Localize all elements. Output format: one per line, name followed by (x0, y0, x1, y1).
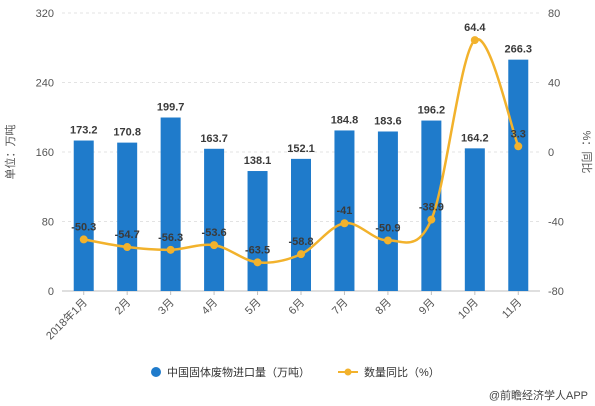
bar-data-label: 199.7 (157, 102, 185, 114)
y-tick-label: 0 (48, 286, 54, 298)
bar (160, 117, 181, 292)
y-tick-label: 80 (42, 217, 54, 229)
line-point (427, 215, 436, 224)
bar-series (73, 59, 529, 292)
y2-tick-label: 40 (548, 78, 560, 90)
line-data-labels: -50.3 -54.7 -56.3 -53.6 -63.5 -58.8 -41 -50.9 -3… (71, 22, 526, 256)
x-tick-label: 4月 (200, 297, 221, 318)
bar-data-label: 152.1 (287, 143, 315, 155)
line-data-label: -58.8 (288, 236, 313, 248)
x-tick-label: 3月 (156, 297, 177, 318)
bar-data-label: 163.7 (200, 133, 228, 145)
line-data-label: -50.3 (71, 221, 96, 233)
source-credit: @前瞻经济学人APP (489, 388, 588, 402)
legend-line-dot (344, 368, 352, 376)
y-tick-label: 320 (36, 8, 54, 20)
x-tick-label: 11月 (500, 297, 524, 321)
bar (464, 148, 485, 291)
y2-tick-label: 0 (548, 147, 554, 159)
bar-data-labels: 173.2 170.8 199.7 163.7 138.1 152.1 184.8 183.6… (70, 44, 532, 167)
bar (377, 131, 398, 291)
y2-tick-label: -40 (548, 217, 564, 229)
x-axis-ticks: 2018年1月 2月 3月 4月 5月 6月 7月 8月 9月 10月 11月 (43, 291, 524, 342)
bar (508, 59, 529, 292)
legend-bar-marker (151, 367, 161, 377)
x-tick-label: 8月 (373, 297, 394, 318)
line-point (210, 241, 219, 250)
bar-data-label: 170.8 (113, 127, 141, 139)
bar (334, 130, 355, 291)
x-tick-label: 5月 (243, 297, 264, 318)
legend: 中国固体废物进口量（万吨） 数量同比（%） (151, 365, 440, 379)
line-data-label: 3.3 (511, 128, 526, 140)
bar-data-label: 183.6 (374, 115, 402, 127)
bar (291, 158, 311, 291)
line-data-label: -53.6 (202, 227, 227, 239)
bar-data-label: 173.2 (70, 125, 98, 137)
x-tick-label: 2月 (113, 297, 134, 318)
line-data-label: -38.9 (419, 202, 444, 214)
y-axis-label: 单位：万吨 (3, 125, 17, 180)
bar-data-label: 266.3 (505, 44, 533, 56)
bar (73, 140, 94, 291)
line-point (166, 245, 175, 254)
line-series (79, 36, 523, 267)
bar-data-label: 164.2 (461, 132, 489, 144)
bar-data-label: 138.1 (244, 155, 272, 167)
line-data-label: -41 (337, 205, 353, 217)
y-axis-ticks: 0 80 160 240 320 (36, 8, 54, 298)
line-data-label: -54.7 (115, 229, 140, 241)
line-point (253, 258, 262, 267)
line-point (514, 142, 523, 151)
bar (204, 148, 225, 291)
line-point (79, 235, 88, 244)
line-point (470, 36, 479, 45)
line-point (383, 236, 392, 245)
bar (421, 120, 442, 292)
line-data-label: -50.9 (375, 222, 400, 234)
y-tick-label: 240 (36, 78, 54, 90)
x-tick-label: 10月 (456, 297, 481, 322)
y2-tick-label: -80 (548, 286, 564, 298)
line-point (340, 219, 349, 228)
y-tick-label: 160 (36, 147, 54, 159)
y2-axis-ticks: -80 -40 0 40 80 (548, 8, 564, 298)
line-point (123, 243, 132, 252)
bar-data-label: 196.2 (418, 105, 446, 117)
x-tick-label: 2018年1月 (43, 295, 90, 342)
line-data-label: 64.4 (464, 22, 486, 34)
y2-tick-label: 80 (548, 8, 560, 20)
legend-bar-label: 中国固体废物进口量（万吨） (167, 365, 310, 379)
legend-line-label: 数量同比（%） (364, 366, 440, 379)
x-tick-label: 7月 (330, 297, 351, 318)
x-tick-label: 6月 (287, 297, 308, 318)
bar (117, 142, 138, 291)
y2-axis-label: %：同比 (580, 131, 593, 174)
bar (247, 171, 268, 291)
line-data-label: -56.3 (158, 232, 183, 244)
x-tick-label: 9月 (417, 297, 438, 318)
line-data-label: -63.5 (245, 244, 270, 256)
bar-data-label: 184.8 (331, 114, 359, 126)
line-point (297, 250, 305, 259)
